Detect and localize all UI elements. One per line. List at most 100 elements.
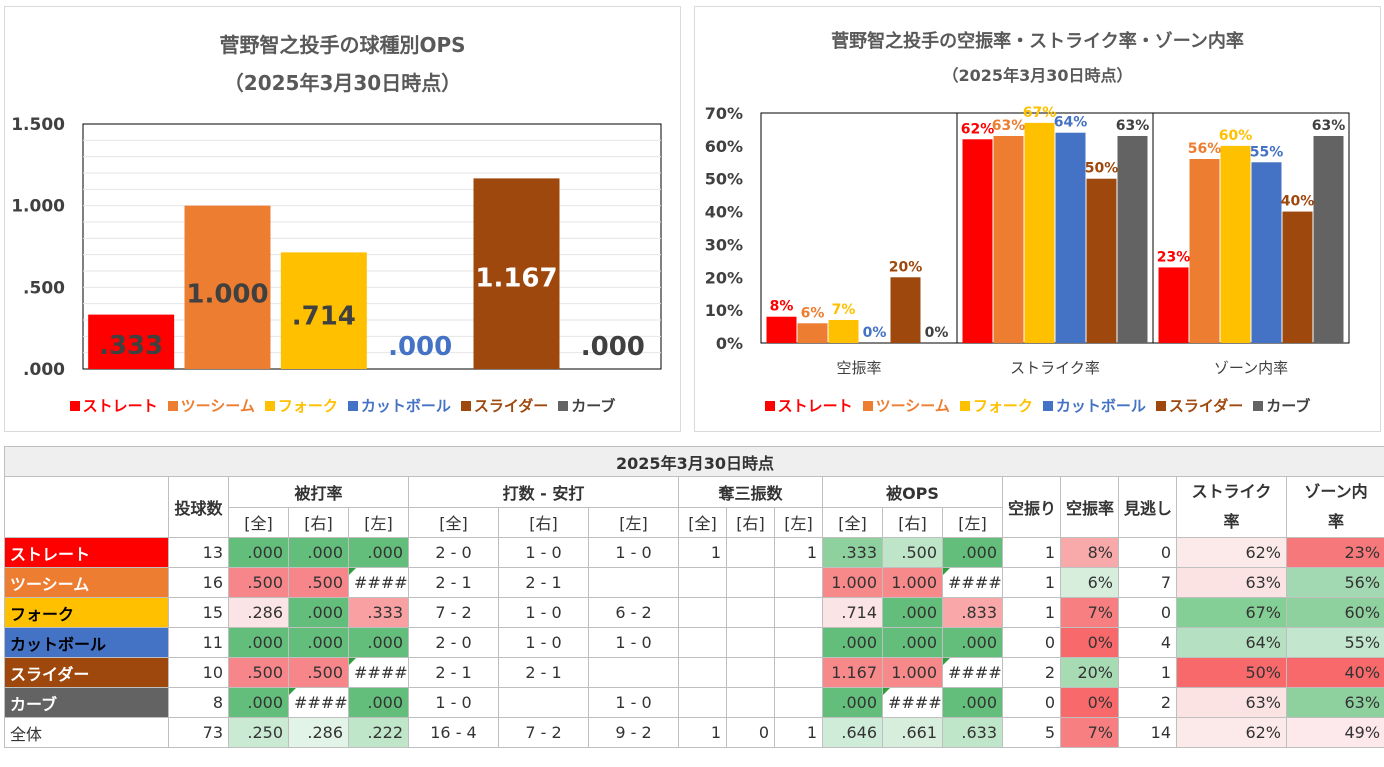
legend-item-slider: スライダー — [460, 395, 548, 416]
data-label-slider-0: 20% — [889, 259, 923, 275]
rate-chart: 0% 10% 20% 30% 40% 50% 60% 70% 空振率 ストライク率 ゾーン内率 8% 6… — [705, 104, 1350, 377]
error-indicator-icon — [883, 688, 890, 695]
x-tick-label: 空振率 — [836, 359, 881, 377]
table-cell: 63% — [1285, 687, 1384, 718]
sub-header: [全] — [678, 506, 727, 538]
table-cell: 73 — [168, 717, 229, 748]
table-cell — [726, 687, 775, 718]
table-cell — [774, 567, 823, 598]
bar-two-seam-1 — [993, 136, 1024, 343]
legend-swatch — [764, 401, 775, 411]
data-label-two-seam-1: 63% — [992, 118, 1026, 134]
bar-slider-0 — [890, 277, 921, 343]
legend-item-slider: スライダー — [1155, 395, 1244, 416]
legend-label: フォーク — [972, 397, 1033, 415]
table-cell: 2 - 0 — [408, 537, 499, 568]
table-cell: 16 - 4 — [408, 717, 499, 748]
legend-label: ストレート — [82, 397, 158, 415]
col-header-ops: 被OPS — [822, 476, 1003, 508]
table-cell: 1 — [774, 717, 823, 748]
table-cell: 8% — [1060, 537, 1119, 568]
rate-chart-legend: ストレート ツーシーム フォーク カットボール スライダー カーブ — [695, 395, 1380, 416]
data-label-curve-2: 63% — [1312, 118, 1346, 134]
corner-cell — [4, 476, 169, 538]
table-cell: 0 — [1002, 627, 1061, 658]
plot-area — [82, 123, 662, 370]
table-cell: 49% — [1285, 717, 1384, 748]
data-label-straight-2: 23% — [1157, 249, 1191, 265]
table-cell: 55% — [1285, 627, 1384, 658]
table-cell: 62% — [1176, 717, 1287, 748]
bar-straight-0 — [766, 316, 797, 343]
table-cell: 7 - 2 — [408, 597, 499, 628]
table-cell: 2 - 1 — [498, 657, 589, 688]
legend-label: カットボール — [360, 397, 451, 415]
sub-header: [右] — [288, 506, 349, 538]
table-cell: .000 — [942, 687, 1003, 718]
legend-label: カーブ — [571, 397, 616, 415]
y-tick-label: .500 — [23, 278, 65, 298]
table-cell: 6 - 2 — [588, 597, 679, 628]
table-cell: 1.167 — [822, 657, 883, 688]
row-label: 全体 — [4, 717, 169, 748]
data-label-cutter-0: 0% — [863, 325, 887, 341]
data-label-cutter-2: 55% — [1250, 144, 1284, 160]
sub-header: [全] — [408, 506, 499, 538]
bar-slider — [473, 178, 560, 369]
y-tick-label: .000 — [23, 360, 65, 380]
row-label: ストレート — [4, 537, 169, 568]
table-cell: .500 — [228, 657, 289, 688]
table-cell: .833 — [942, 597, 1003, 628]
data-label-fork: .714 — [292, 301, 356, 331]
sub-header: [左] — [942, 506, 1003, 538]
data-label-slider-1: 50% — [1085, 161, 1119, 177]
table-title: 2025年3月30日時点 — [3, 446, 1384, 477]
legend-label: フォーク — [277, 397, 338, 415]
rate-chart-panel: 菅野智之投手の空振率・ストライク率・ゾーン内率 （2025年3月30日時点） 0… — [694, 6, 1381, 432]
legend-item-cutter: カットボール — [1042, 395, 1146, 416]
table-cell: #### — [942, 567, 1003, 598]
table-cell: 11 — [168, 627, 229, 658]
legend-swatch — [264, 401, 275, 411]
table-cell: 1 - 0 — [588, 627, 679, 658]
y-tick-label: 60% — [705, 137, 743, 156]
legend-label: カットボール — [1055, 397, 1146, 415]
col-header-strike-rate: ストライク率 — [1176, 476, 1287, 538]
table-cell — [588, 567, 679, 598]
data-label-two-seam: 1.000 — [186, 280, 268, 310]
bar-two-seam-2 — [1189, 159, 1220, 343]
table-cell: .000 — [288, 597, 349, 628]
table-cell: 50% — [1176, 657, 1287, 688]
table-cell: .000 — [822, 627, 883, 658]
table-cell: 0 — [1118, 597, 1177, 628]
table-cell: .661 — [882, 717, 943, 748]
legend-label: スライダー — [1168, 397, 1244, 415]
x-tick-label: ストライク率 — [1010, 359, 1100, 377]
table-cell: 2 — [1118, 687, 1177, 718]
table-cell — [774, 597, 823, 628]
bar-fork-2 — [1220, 145, 1251, 343]
row-label: スライダー — [4, 657, 169, 688]
y-tick-label: 40% — [705, 203, 743, 222]
data-label-straight-0: 8% — [770, 299, 794, 315]
table-cell: 7 - 2 — [498, 717, 589, 748]
table-cell: 5 — [1002, 717, 1061, 748]
table-cell: 1.000 — [882, 657, 943, 688]
x-tick-label: ゾーン内率 — [1214, 359, 1288, 377]
table-cell: 1 — [678, 717, 727, 748]
table-cell: 1.000 — [882, 567, 943, 598]
table-cell: 40% — [1285, 657, 1384, 688]
col-header-called: 見逃し — [1118, 476, 1177, 538]
sub-header: [左] — [588, 506, 679, 538]
table-cell — [726, 537, 775, 568]
table-cell: 15 — [168, 597, 229, 628]
table-cell: 0% — [1060, 627, 1119, 658]
data-label-straight-1: 62% — [961, 121, 995, 137]
table-cell: .000 — [942, 627, 1003, 658]
table-cell: 63% — [1176, 687, 1287, 718]
row-label: ツーシーム — [4, 567, 169, 598]
y-tick-label: 20% — [705, 268, 743, 287]
table-cell: #### — [942, 657, 1003, 688]
